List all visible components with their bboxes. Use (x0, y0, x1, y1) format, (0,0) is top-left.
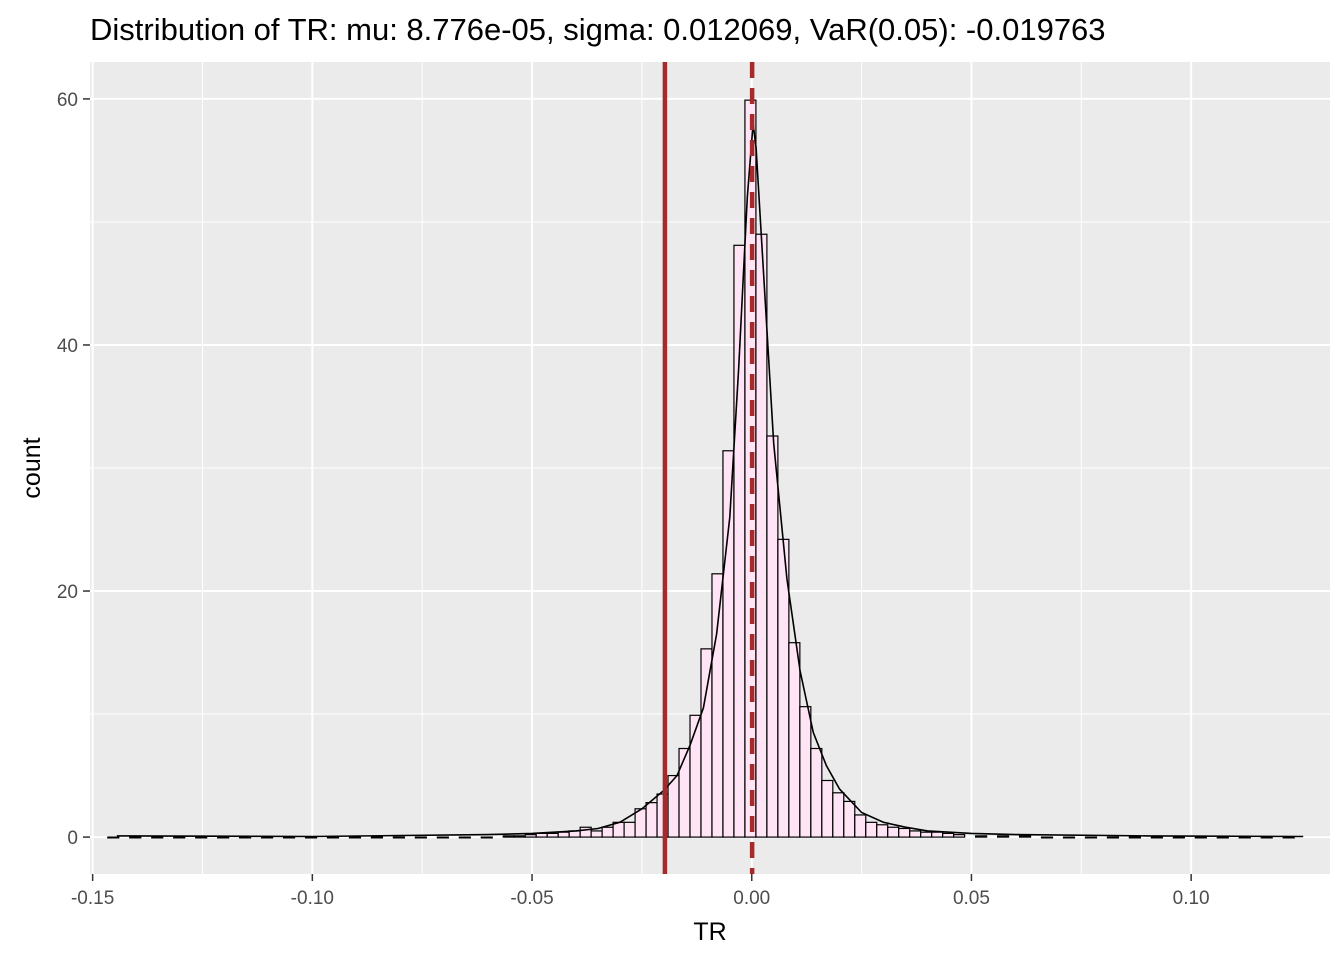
histogram-bar (1172, 836, 1185, 839)
histogram-bars (107, 99, 1295, 839)
histogram-bar (832, 792, 845, 838)
histogram-bar (326, 836, 340, 839)
histogram-bar (590, 830, 603, 838)
histogram-bar (887, 826, 900, 838)
histogram-bar (623, 821, 636, 838)
histogram-bar (733, 244, 746, 838)
histogram-bar (436, 836, 449, 839)
histogram-bar (634, 808, 647, 838)
histogram-bar (1040, 836, 1054, 839)
histogram-bar (876, 824, 889, 838)
histogram-bar (810, 747, 823, 838)
histogram-bar (217, 836, 230, 839)
histogram-bar (535, 832, 548, 838)
histogram-bar (129, 836, 142, 839)
histogram-bar (678, 747, 691, 838)
histogram-bar (348, 836, 362, 839)
x-tick-label: -0.10 (291, 888, 334, 909)
histogram-bar (1260, 836, 1273, 839)
histogram-bar (865, 821, 878, 838)
histogram-bar (173, 836, 186, 839)
histogram-bar (722, 450, 735, 838)
histogram-bar (766, 435, 779, 838)
histogram-bar (480, 836, 493, 839)
histogram-bar (1062, 836, 1076, 839)
histogram-bar (1084, 836, 1098, 839)
y-tick-label: 0 (67, 828, 78, 849)
y-tick-label: 20 (57, 582, 78, 603)
histogram-bar (524, 834, 537, 838)
histogram-bar (755, 233, 768, 838)
histogram-bar (1106, 836, 1120, 839)
histogram-bar (711, 573, 724, 838)
reference-lines (662, 62, 755, 874)
histogram-bar (414, 836, 427, 839)
histogram-bar (502, 835, 515, 838)
y-tick-label: 40 (57, 336, 78, 357)
histogram-bar (195, 836, 208, 839)
histogram-bar (392, 836, 405, 839)
histogram-bar (1128, 836, 1141, 839)
y-axis-title: count (18, 437, 46, 498)
histogram-bar (975, 835, 988, 838)
histogram-bar (996, 835, 1010, 838)
histogram-bar (920, 831, 933, 838)
histogram-bar (1194, 836, 1207, 839)
histogram-bar (1216, 836, 1229, 839)
x-tick-label: 0.10 (1173, 888, 1210, 909)
histogram-bar (700, 648, 713, 838)
x-tick-label: -0.15 (71, 888, 114, 909)
histogram-bar (909, 830, 922, 838)
histogram-bar (931, 831, 944, 838)
histogram-bar (546, 832, 559, 838)
histogram-bar (557, 831, 570, 838)
histogram-bar (513, 835, 526, 838)
x-axis: -0.15 -0.10 -0.05 0.00 0.05 0.10 (71, 874, 1210, 909)
chart-title: Distribution of TR: mu: 8.776e-05, sigma… (90, 12, 1106, 47)
histogram-bar (1018, 835, 1032, 838)
histogram-bar (260, 836, 274, 839)
x-tick-label: -0.05 (510, 888, 553, 909)
histogram-bar (107, 836, 120, 839)
histogram-bar (843, 800, 856, 838)
histogram-bar (1150, 836, 1163, 839)
histogram-bar (942, 832, 955, 838)
histogram-bar (898, 827, 911, 838)
histogram-bar (1238, 836, 1251, 839)
histogram-bar (953, 834, 966, 838)
y-axis: 0 20 40 60 (57, 90, 90, 849)
histogram-bar (458, 836, 471, 839)
x-tick-label: 0.00 (733, 888, 770, 909)
histogram-bar (239, 836, 252, 839)
histogram-bar (151, 836, 164, 839)
histogram-bar (370, 836, 384, 839)
x-tick-label: 0.05 (953, 888, 990, 909)
histogram-bar (799, 706, 812, 838)
histogram-bar (645, 802, 658, 838)
histogram-bar (854, 814, 867, 838)
histogram-bar (821, 779, 834, 838)
histogram-bar (788, 642, 801, 838)
histogram-bar (689, 714, 702, 838)
x-axis-title: TR (693, 918, 726, 946)
histogram-bar (601, 826, 614, 838)
y-tick-label: 60 (57, 90, 78, 111)
